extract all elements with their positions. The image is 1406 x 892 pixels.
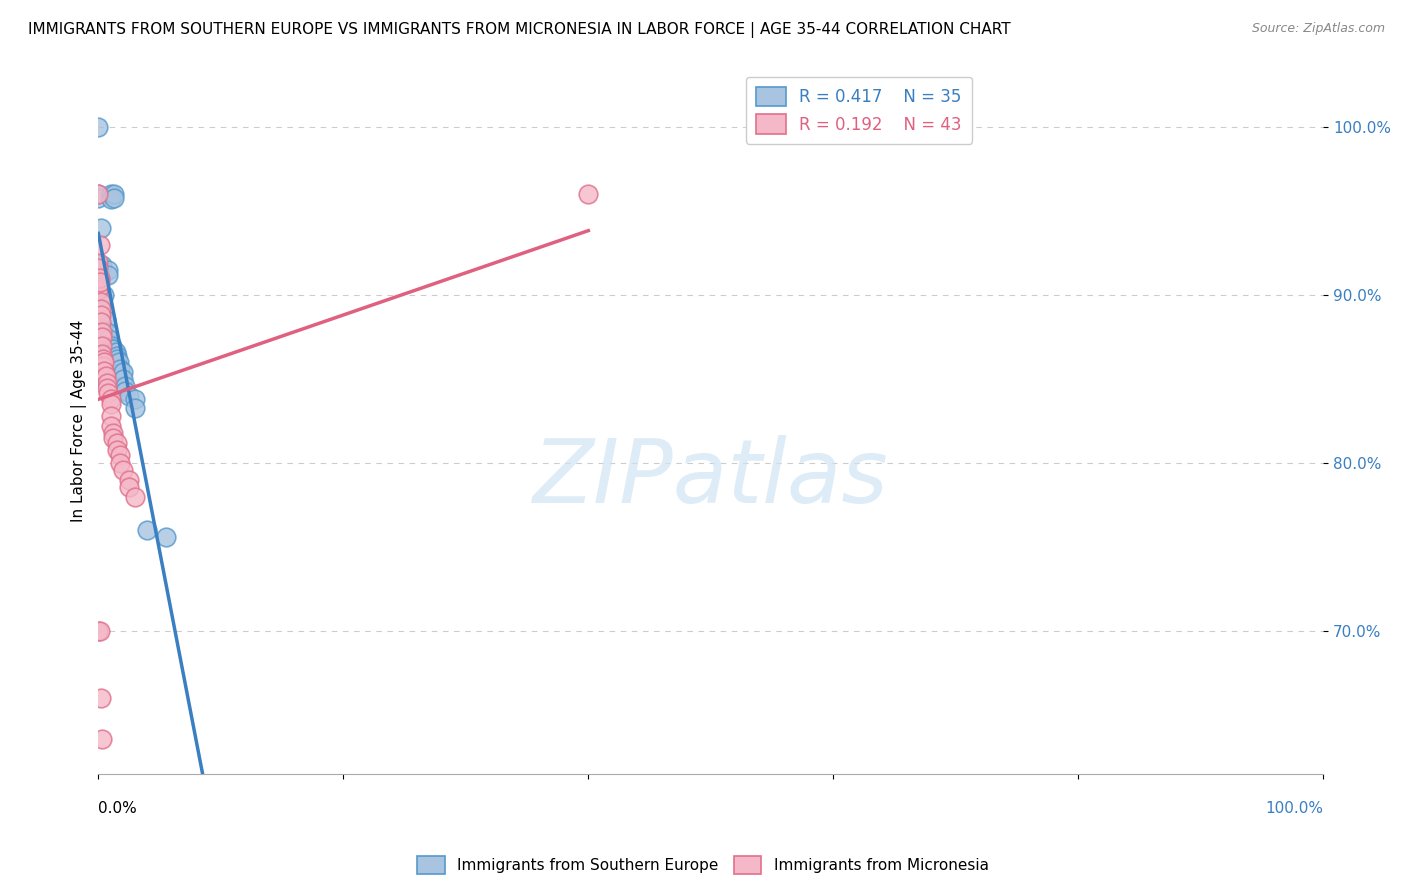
Point: [90, 691, 112, 706]
Point: [87, 191, 110, 205]
Point: [87, 187, 110, 202]
Point: [114, 384, 136, 398]
Point: [103, 191, 125, 205]
Point: [110, 448, 132, 462]
Point: [87, 624, 110, 638]
Point: [97, 268, 120, 282]
Text: IMMIGRANTS FROM SOUTHERN EUROPE VS IMMIGRANTS FROM MICRONESIA IN LABOR FORCE | A: IMMIGRANTS FROM SOUTHERN EUROPE VS IMMIG…: [28, 22, 1011, 38]
Point: [100, 397, 122, 411]
Point: [89, 237, 111, 252]
Point: [124, 401, 146, 415]
Point: [576, 187, 599, 202]
Point: [155, 530, 177, 544]
Point: [91, 731, 114, 746]
Point: [103, 187, 125, 202]
Point: [136, 524, 159, 538]
Legend: R = 0.417    N = 35, R = 0.192    N = 43: R = 0.417 N = 35, R = 0.192 N = 43: [747, 77, 972, 144]
Point: [100, 409, 122, 423]
Y-axis label: In Labor Force | Age 35-44: In Labor Force | Age 35-44: [72, 320, 87, 523]
Point: [91, 359, 114, 373]
Point: [98, 338, 121, 352]
Point: [87, 120, 110, 135]
Point: [101, 425, 124, 440]
Point: [96, 380, 118, 394]
Point: [105, 436, 128, 450]
Point: [89, 624, 111, 638]
Point: [87, 280, 110, 294]
Point: [93, 355, 115, 369]
Point: [96, 325, 118, 339]
Point: [93, 364, 115, 378]
Point: [91, 351, 114, 366]
Text: Source: ZipAtlas.com: Source: ZipAtlas.com: [1251, 22, 1385, 36]
Point: [114, 379, 136, 393]
Point: [97, 385, 120, 400]
Point: [118, 389, 141, 403]
Point: [111, 463, 134, 477]
Text: ZIPatlas: ZIPatlas: [533, 434, 889, 521]
Point: [104, 345, 127, 359]
Point: [87, 261, 110, 276]
Point: [105, 349, 128, 363]
Point: [98, 332, 121, 346]
Point: [100, 187, 122, 202]
Point: [89, 271, 111, 285]
Point: [94, 368, 117, 383]
Point: [94, 313, 117, 327]
Point: [90, 294, 112, 309]
Point: [91, 258, 114, 272]
Point: [96, 376, 118, 390]
Point: [91, 325, 114, 339]
Point: [97, 263, 120, 277]
Point: [101, 342, 124, 356]
Point: [91, 338, 114, 352]
Point: [110, 362, 132, 376]
Point: [87, 283, 110, 297]
Text: 0.0%: 0.0%: [98, 801, 138, 815]
Point: [87, 187, 110, 202]
Point: [90, 301, 112, 316]
Point: [124, 490, 146, 504]
Legend: Immigrants from Southern Europe, Immigrants from Micronesia: Immigrants from Southern Europe, Immigra…: [412, 850, 994, 880]
Point: [87, 254, 110, 268]
Point: [110, 456, 132, 470]
Point: [100, 193, 122, 207]
Point: [91, 330, 114, 344]
Point: [90, 309, 112, 323]
Point: [101, 342, 124, 356]
Point: [93, 288, 115, 302]
Point: [100, 419, 122, 434]
Point: [96, 335, 118, 350]
Point: [89, 275, 111, 289]
Text: 100.0%: 100.0%: [1265, 801, 1323, 815]
Point: [90, 315, 112, 329]
Point: [101, 431, 124, 445]
Point: [118, 473, 141, 487]
Point: [91, 322, 114, 336]
Point: [91, 347, 114, 361]
Point: [124, 392, 146, 407]
Point: [105, 351, 128, 366]
Point: [90, 221, 112, 235]
Point: [111, 372, 134, 386]
Point: [118, 480, 141, 494]
Point: [105, 442, 128, 457]
Point: [111, 366, 134, 380]
Point: [101, 338, 124, 352]
Point: [100, 392, 122, 407]
Point: [108, 355, 131, 369]
